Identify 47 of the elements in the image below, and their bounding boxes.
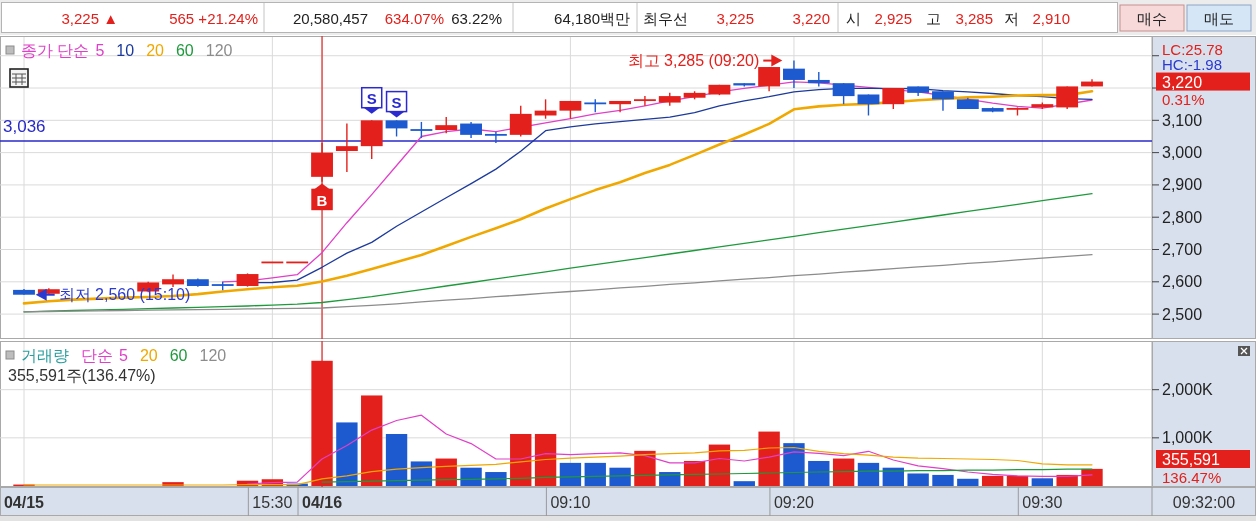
text: 63.22% <box>451 9 502 27</box>
text: HC:-1.98 <box>1162 56 1223 74</box>
y-tick-label: 1,000K <box>1162 429 1214 447</box>
text: 2,910 <box>1032 9 1070 27</box>
text: 136.47% <box>1162 468 1222 486</box>
chart-title: 거래량 <box>21 346 69 364</box>
text: 매도 <box>1204 9 1234 27</box>
y-tick-label: 2,600 <box>1162 273 1203 291</box>
text: 64,180백만 <box>554 9 630 27</box>
x-tick-label: 04/16 <box>302 494 343 511</box>
y-tick-label: 3,100 <box>1162 111 1203 129</box>
text: 매수 <box>1137 9 1167 27</box>
y-tick-label: 2,800 <box>1162 208 1203 226</box>
x-axis-title: 09:32:00 <box>1172 494 1236 511</box>
annotation: 최고 3,285 (09:20) <box>627 52 760 70</box>
text: 634.07% <box>384 9 444 27</box>
y-tick-label: 2,900 <box>1162 176 1203 194</box>
text: 0.31% <box>1162 91 1205 109</box>
text: 최우선 <box>643 9 688 27</box>
text: 3,285 <box>955 9 993 27</box>
data-label: B <box>316 191 328 209</box>
text: 355,591주(136.47%) <box>8 366 156 384</box>
x-tick-label: 09:20 <box>773 494 815 511</box>
y-tick-label: 2,500 <box>1162 305 1203 323</box>
value-box: 355,591 <box>1156 450 1250 468</box>
text: 3,225 ▲ <box>61 9 118 27</box>
legend: 종가 단순 5 10 20 60 120 <box>21 41 233 59</box>
text: 시 <box>846 9 861 27</box>
y-tick-label: 2,000K <box>1162 381 1214 399</box>
x-tick-label: 15:30 <box>252 494 293 511</box>
text: 저 <box>1004 9 1019 27</box>
text: 20,580,457 <box>292 9 368 27</box>
x-tick-label: 09:30 <box>1022 494 1063 511</box>
y-tick-label: 2,700 <box>1162 241 1203 259</box>
ref-line-label: 3,036 <box>3 117 46 137</box>
text: 2,925 <box>874 9 912 27</box>
x-tick-label: 09:10 <box>550 494 591 511</box>
x-tick-label: 04/15 <box>3 494 45 511</box>
legend: 단순 5 20 60 120 <box>81 346 227 364</box>
text: 3,225 <box>716 9 754 27</box>
data-label: S <box>391 94 402 112</box>
data-label: S <box>366 90 377 108</box>
text: 고 <box>926 9 941 27</box>
text: 565 +21.24% <box>169 9 258 27</box>
text: LC:25.78 <box>1162 41 1223 59</box>
y-tick-label: 3,000 <box>1162 144 1203 162</box>
text: 3,220 <box>792 9 830 27</box>
